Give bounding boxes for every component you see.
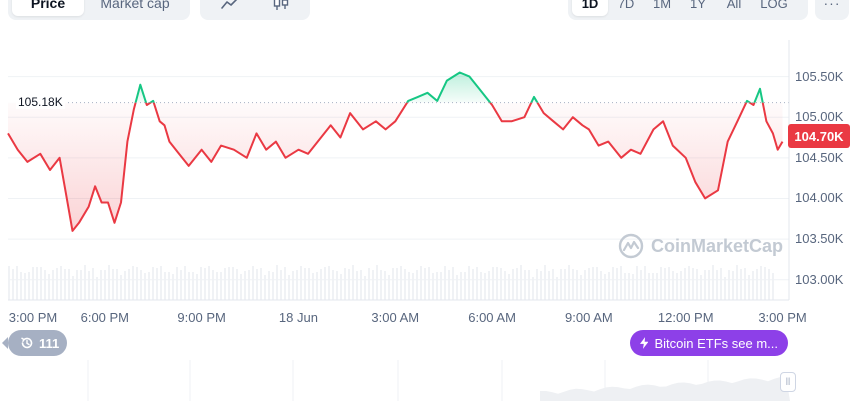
x-axis-tick-label: 6:00 AM — [468, 310, 516, 325]
line-chart-button[interactable] — [204, 0, 255, 16]
market-cap-tab[interactable]: Market cap — [100, 0, 170, 11]
history-count: 111 — [39, 335, 60, 351]
volume-bars — [8, 265, 774, 300]
watermark-text: CoinMarketCap — [651, 235, 784, 256]
price-line-down — [7, 102, 784, 232]
x-axis-tick-label: 18 Jun — [278, 310, 318, 325]
x-axis-tick-label: 3:00 PM — [8, 310, 58, 325]
history-marker[interactable]: 111 — [1, 330, 68, 356]
y-axis-tick-label: 105.50K — [795, 68, 844, 84]
more-options-button[interactable]: ··· — [815, 0, 849, 20]
navigator — [87, 360, 790, 401]
x-axis-tick-label: 3:00 PM — [758, 310, 807, 325]
y-axis-tick-label: 104.50K — [795, 149, 844, 165]
chart-type-toggle: Price Market cap — [8, 0, 190, 20]
x-axis-tick-label: 3:00 AM — [371, 310, 420, 325]
coinmarketcap-logo-icon — [618, 233, 644, 259]
lightning-icon — [640, 337, 649, 349]
line-chart-icon — [220, 0, 237, 9]
x-axis-tick-label: 9:00 PM — [177, 310, 226, 325]
range-1d-tab[interactable]: 1D — [572, 0, 608, 16]
range-1m-tab[interactable]: 1M — [652, 0, 672, 11]
range-1y-tab[interactable]: 1Y — [690, 0, 706, 11]
y-axis-tick-label: 103.00K — [795, 271, 844, 287]
news-marker[interactable]: Bitcoin ETFs see m... — [630, 330, 788, 356]
price-area-below — [8, 102, 783, 231]
chart-style-toggle — [200, 0, 310, 20]
x-axis-tick-label: 6:00 PM — [80, 310, 130, 325]
navigator-right-handle[interactable]: ll — [780, 372, 796, 392]
candlestick-button[interactable] — [255, 0, 306, 16]
x-axis-tick-label: 12:00 PM — [657, 310, 714, 325]
y-axis-tick-label: 104.00K — [795, 190, 844, 206]
log-scale-tab[interactable]: LOG — [760, 0, 788, 11]
reference-price-label: 105.18K — [16, 95, 65, 109]
price-tab[interactable]: Price — [12, 0, 84, 16]
news-text: Bitcoin ETFs see m... — [654, 335, 778, 351]
candlestick-icon — [273, 0, 288, 10]
time-range-toggle: 1D 7D 1M 1Y All LOG — [568, 0, 808, 20]
price-area-above — [135, 72, 763, 103]
x-axis-tick-label: 9:00 AM — [565, 310, 613, 325]
y-axis-tick-label: 103.50K — [795, 231, 844, 247]
range-7d-tab[interactable]: 7D — [617, 0, 635, 11]
coinmarketcap-watermark: CoinMarketCap — [618, 233, 783, 259]
current-price-tag: 104.70K — [788, 124, 850, 148]
history-icon — [21, 337, 33, 349]
range-all-tab[interactable]: All — [726, 0, 742, 11]
y-axis-tick-label: 105.00K — [795, 109, 844, 125]
